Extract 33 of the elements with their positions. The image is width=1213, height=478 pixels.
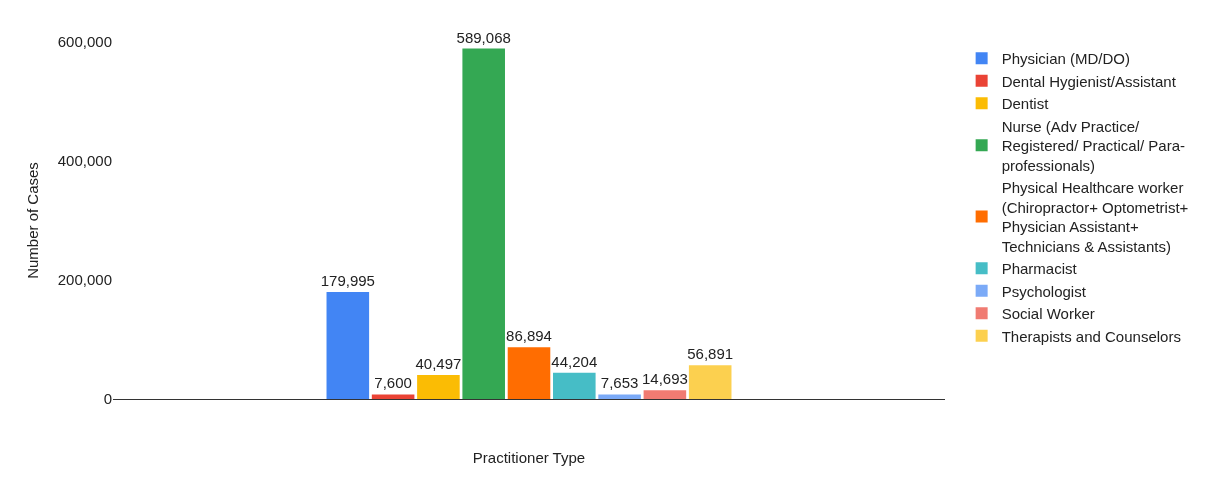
data-label: 40,497: [415, 354, 462, 372]
x-axis-title: Practitioner Type: [472, 449, 586, 466]
data-label: 56,891: [687, 345, 734, 363]
bar: [462, 48, 505, 399]
bar: [371, 394, 415, 399]
data-label: 7,653: [600, 374, 639, 392]
bar: [507, 347, 551, 399]
legend-label: Social Worker: [1001, 305, 1095, 323]
y-tick-label: 600,000: [57, 33, 112, 51]
y-axis-title: Number of Cases: [24, 162, 42, 279]
y-tick-label: 400,000: [57, 152, 112, 170]
bar: [553, 372, 596, 399]
legend-label: Nurse (Adv Practice/ Registered/ Practical/ Para-professionals): [1001, 117, 1186, 174]
bar: [417, 374, 460, 399]
legend-label: Physical Healthcare worker (Chiropractor+ Optometrist+ Physician Assistant+ Technicians & Assistants): [1001, 179, 1189, 255]
data-label: 44,204: [551, 352, 598, 370]
bar: [326, 291, 370, 399]
data-label: 7,600: [374, 374, 412, 392]
bar: [688, 365, 732, 399]
data-label: 589,068: [456, 28, 511, 46]
bar: [598, 394, 641, 399]
legend-label: Physician (MD/DO): [1001, 50, 1130, 68]
legend-label: Psychologist: [1001, 282, 1087, 300]
data-label: 14,693: [641, 370, 688, 388]
legend-label: Dentist: [1001, 95, 1050, 113]
legend-label: Dental Hygienist/Assistant: [1001, 72, 1177, 90]
y-tick-label: 0: [103, 390, 112, 408]
y-tick-label: 200,000: [57, 271, 112, 289]
data-label: 86,894: [506, 327, 552, 345]
bar: [643, 390, 687, 399]
legend-label: Therapists and Counselors: [1001, 327, 1181, 345]
legend-label: Pharmacist: [1001, 260, 1078, 278]
data-label: 179,995: [320, 271, 375, 289]
